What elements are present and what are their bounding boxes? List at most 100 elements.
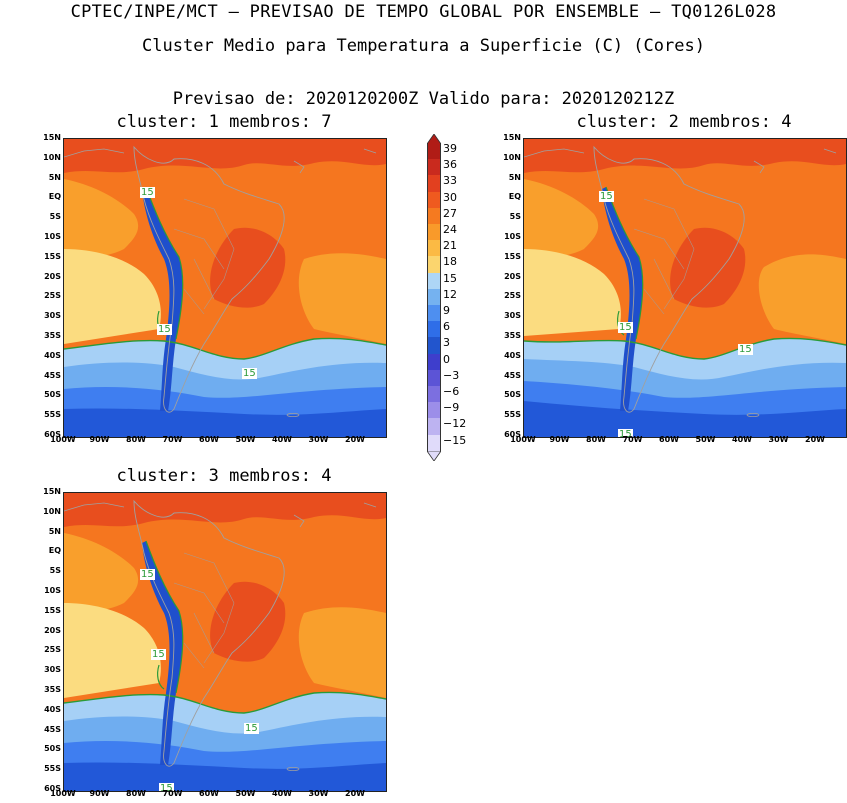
longitude-label: 70W bbox=[622, 435, 643, 444]
colorbar-swatch bbox=[427, 386, 441, 403]
map-panel-cluster-2: 15 15 15 15 bbox=[523, 138, 847, 438]
latitude-label: 15N bbox=[43, 133, 61, 142]
colorbar-label: 33 bbox=[443, 174, 457, 188]
colorbar-label: 27 bbox=[443, 206, 457, 220]
contour-label-15: 15 bbox=[618, 322, 633, 333]
longitude-label: 30W bbox=[308, 435, 329, 444]
map-panel-cluster-3: 15 15 15 15 bbox=[63, 492, 387, 792]
latitude-label: 10N bbox=[503, 152, 521, 162]
latitude-label: 40S bbox=[504, 350, 521, 360]
longitude-label: 50W bbox=[235, 435, 256, 444]
latitude-label: 45S bbox=[504, 370, 521, 380]
longitude-label: 30W bbox=[308, 789, 329, 798]
colorbar-swatch bbox=[427, 191, 441, 209]
contour-label-15: 15 bbox=[151, 649, 166, 660]
latitude-label: EQ bbox=[508, 192, 521, 202]
longitude-label: 80W bbox=[586, 435, 606, 444]
colorbar-bottom-arrow bbox=[427, 450, 441, 461]
colorbar-swatch bbox=[427, 434, 441, 452]
panel-title-cluster-3: cluster: 3 membros: 4 bbox=[116, 466, 332, 486]
longitude-label: 40W bbox=[272, 435, 292, 444]
contour-label-15: 15 bbox=[157, 324, 172, 335]
latitude-label: 55S bbox=[44, 410, 61, 420]
colorbar-swatch bbox=[427, 305, 441, 322]
colorbar-swatch bbox=[427, 337, 441, 355]
forecast-validity-line: Previsao de: 2020120200Z Valido para: 20… bbox=[172, 89, 675, 109]
colorbar-label: 21 bbox=[443, 239, 457, 253]
longitude-label: 40W bbox=[732, 435, 752, 444]
longitude-label: 50W bbox=[695, 435, 716, 444]
latitude-label: 50S bbox=[44, 744, 61, 754]
colorbar-swatch bbox=[427, 369, 441, 387]
colorbar-label: 36 bbox=[443, 158, 457, 172]
map-panel-cluster-1: 15 15 15 bbox=[63, 138, 387, 438]
colorbar-swatch bbox=[427, 207, 441, 225]
contour-label-15: 15 bbox=[738, 344, 753, 355]
colorbar-label: −6 bbox=[443, 385, 460, 398]
latitude-label: 5N bbox=[508, 172, 521, 182]
colorbar-swatch bbox=[427, 321, 441, 338]
latitude-label: 50S bbox=[44, 390, 61, 400]
latitude-label: 35S bbox=[44, 331, 61, 340]
latitude-label: 5N bbox=[48, 526, 61, 536]
longitude-label: 80W bbox=[126, 435, 146, 444]
longitude-label: 20W bbox=[805, 435, 825, 444]
latitude-label: 5S bbox=[49, 212, 61, 222]
longitude-label: 40W bbox=[272, 789, 292, 798]
contour-label-15: 15 bbox=[244, 723, 259, 734]
latitude-label: 20S bbox=[44, 271, 61, 281]
latitude-label: 5N bbox=[48, 172, 61, 182]
longitude-label: 20W bbox=[345, 435, 365, 444]
longitude-label: 70W bbox=[162, 435, 183, 444]
colorbar-label: 24 bbox=[443, 223, 457, 236]
colorbar-swatch bbox=[427, 402, 441, 419]
colorbar-label: 30 bbox=[443, 190, 457, 204]
latitude-label: 35S bbox=[504, 331, 521, 340]
latitude-label: 5S bbox=[509, 212, 521, 222]
latitude-label: 20S bbox=[44, 625, 61, 635]
longitude-label: 60W bbox=[199, 789, 219, 798]
longitude-label: 70W bbox=[162, 789, 183, 798]
latitude-label: 15N bbox=[503, 133, 521, 142]
latitude-label: 35S bbox=[44, 685, 61, 694]
longitude-label: 60W bbox=[199, 435, 219, 444]
longitude-label: 90W bbox=[549, 435, 570, 444]
latitude-label: 15S bbox=[504, 251, 521, 261]
latitude-label: 10N bbox=[43, 506, 61, 516]
colorbar-swatch bbox=[427, 418, 441, 436]
colorbar-label: −15 bbox=[443, 433, 467, 447]
contour-label-15: 15 bbox=[159, 783, 174, 792]
latitude-label: 30S bbox=[44, 665, 61, 675]
latitude-label: EQ bbox=[48, 546, 61, 556]
colorbar-swatch bbox=[427, 159, 441, 176]
longitude-label: 90W bbox=[89, 789, 110, 798]
colorbar-label: 12 bbox=[443, 287, 457, 301]
latitude-label: 10S bbox=[504, 232, 521, 241]
latitude-label: 15S bbox=[44, 251, 61, 261]
latitude-label: 50S bbox=[504, 390, 521, 400]
contour-label-15: 15 bbox=[599, 191, 614, 202]
panel-title-cluster-1: cluster: 1 membros: 7 bbox=[116, 112, 332, 132]
longitude-label: 20W bbox=[345, 789, 365, 798]
latitude-label: 20S bbox=[504, 271, 521, 281]
longitude-label: 90W bbox=[89, 435, 110, 444]
colorbar-swatch bbox=[427, 288, 441, 306]
colorbar-swatch bbox=[427, 272, 441, 290]
colorbar-label: −12 bbox=[443, 417, 467, 431]
contour-label-15: 15 bbox=[140, 187, 155, 198]
colorbar-label: −3 bbox=[443, 368, 460, 382]
colorbar-swatch bbox=[427, 143, 441, 160]
latitude-label: 30S bbox=[504, 311, 521, 321]
colorbar-swatch bbox=[427, 240, 441, 257]
colorbar-label: 6 bbox=[443, 320, 450, 334]
contour-label-15: 15 bbox=[618, 429, 633, 438]
colorbar-swatch bbox=[427, 224, 441, 241]
colorbar-swatch bbox=[427, 353, 441, 371]
latitude-label: 45S bbox=[44, 370, 61, 380]
longitude-label: 80W bbox=[126, 789, 146, 798]
latitude-label: 60S bbox=[44, 784, 61, 793]
panel-title-cluster-2: cluster: 2 membros: 4 bbox=[576, 112, 792, 132]
contour-label-15: 15 bbox=[242, 368, 257, 379]
latitude-label: 5S bbox=[49, 566, 61, 576]
colorbar-swatch bbox=[427, 175, 441, 193]
